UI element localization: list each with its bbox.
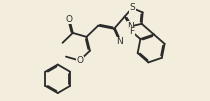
Text: S: S — [129, 3, 135, 12]
Text: F: F — [130, 27, 135, 36]
Text: O: O — [76, 56, 83, 65]
Text: O: O — [66, 15, 73, 24]
Text: N: N — [127, 22, 134, 31]
Text: N: N — [117, 37, 123, 46]
